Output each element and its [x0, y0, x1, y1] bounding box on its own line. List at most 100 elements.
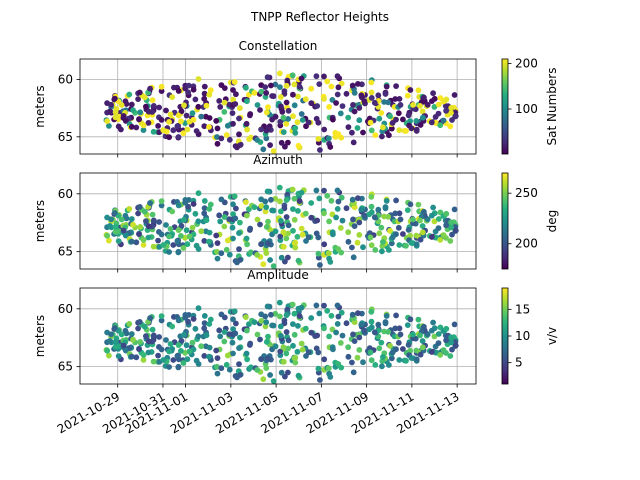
- scatter-point: [283, 214, 290, 220]
- scatter-point: [321, 241, 328, 248]
- scatter-point: [170, 357, 177, 363]
- scatter-point: [217, 218, 224, 225]
- scatter-point: [213, 232, 220, 239]
- scatter-point: [393, 312, 399, 319]
- scatter-point: [183, 112, 190, 119]
- scatter-point: [396, 325, 403, 332]
- scatter-point: [248, 134, 254, 141]
- scatter-point: [360, 244, 366, 251]
- scatter-point: [355, 310, 361, 317]
- scatter-point: [251, 204, 258, 211]
- scatter-point: [178, 338, 185, 344]
- scatter-point: [327, 144, 334, 150]
- scatter-point: [383, 313, 390, 319]
- scatter-point: [335, 246, 342, 252]
- scatter-point: [308, 200, 315, 206]
- scatter-point: [283, 329, 290, 335]
- scatter-point: [178, 348, 184, 354]
- scatter-point: [314, 103, 321, 109]
- scatter-point: [315, 119, 322, 126]
- scatter-point: [178, 223, 185, 229]
- scatter-point: [175, 317, 182, 324]
- scatter-point: [290, 321, 296, 327]
- scatter-point: [206, 124, 212, 130]
- scatter-point: [368, 79, 375, 86]
- scatter-point: [317, 262, 323, 268]
- scatter-point: [358, 206, 365, 213]
- scatter-point: [122, 118, 129, 124]
- scatter-point: [156, 334, 163, 340]
- scatter-point: [285, 222, 292, 229]
- scatter-point: [272, 81, 279, 88]
- scatter-point: [111, 210, 118, 216]
- scatter-point: [321, 126, 328, 133]
- scatter-point: [226, 136, 233, 143]
- scatter-point: [291, 81, 298, 88]
- scatter-point: [452, 227, 459, 234]
- scatter-point: [181, 102, 187, 109]
- scatter-point: [290, 206, 296, 213]
- scatter-point: [437, 352, 444, 358]
- scatter-point: [396, 357, 403, 363]
- scatter-point: [388, 240, 395, 247]
- scatter-point: [147, 200, 154, 206]
- scatter-point: [292, 125, 299, 131]
- scatter-point: [368, 209, 375, 216]
- scatter-point: [295, 257, 302, 264]
- scatter-point: [321, 187, 327, 194]
- scatter-point: [315, 349, 322, 356]
- scatter-point: [166, 233, 173, 240]
- scatter-point: [317, 377, 323, 383]
- scatter-point: [166, 134, 173, 141]
- scatter-point: [143, 333, 149, 339]
- scatter-point: [421, 94, 427, 101]
- scatter-point: [140, 357, 147, 363]
- scatter-point: [290, 91, 296, 98]
- scatter-point: [133, 239, 140, 246]
- scatter-point: [368, 193, 375, 200]
- scatter-point: [302, 96, 309, 103]
- scatter-point: [118, 331, 125, 338]
- scatter-point: [143, 103, 149, 110]
- scatter-point: [175, 342, 182, 348]
- scatter-point: [350, 369, 357, 376]
- scatter-point: [356, 347, 363, 353]
- scatter-point: [435, 340, 442, 346]
- scatter-point: [155, 237, 162, 244]
- scatter-point: [141, 94, 148, 101]
- scatter-point: [291, 102, 298, 109]
- scatter-point: [437, 122, 444, 129]
- scatter-point: [324, 78, 331, 85]
- scatter-point: [265, 333, 271, 340]
- scatter-point: [430, 204, 436, 211]
- scatter-point: [207, 316, 214, 323]
- scatter-point: [243, 235, 250, 242]
- scatter-point: [264, 303, 271, 310]
- scatter-point: [283, 312, 290, 318]
- scatter-point: [115, 353, 122, 359]
- scatter-point: [136, 231, 142, 238]
- scatter-point: [244, 212, 250, 219]
- panel-amplitude: 60 65 Amplitude meters 5 10 15 v/v: [33, 268, 559, 388]
- scatter-point: [345, 114, 352, 121]
- scatter-point: [290, 227, 296, 234]
- scatter-point: [278, 254, 285, 261]
- scatter-point: [440, 232, 447, 239]
- scatter-point: [277, 94, 284, 100]
- scatter-point: [417, 122, 424, 128]
- scatter-point: [343, 320, 350, 327]
- scatter-point: [395, 224, 402, 231]
- scatter-point: [338, 194, 345, 201]
- scatter-point: [379, 363, 385, 370]
- scatter-point: [169, 323, 176, 330]
- scatter-point: [175, 227, 182, 234]
- scatter-point: [140, 242, 147, 248]
- scatter-point: [270, 148, 277, 154]
- scatter-point: [230, 211, 237, 218]
- scatter-point: [268, 196, 274, 203]
- scatter-point: [277, 348, 284, 355]
- scatter-series: [103, 70, 459, 154]
- scatter-point: [325, 365, 332, 372]
- scatter-point: [321, 73, 327, 80]
- scatter-point: [285, 254, 291, 261]
